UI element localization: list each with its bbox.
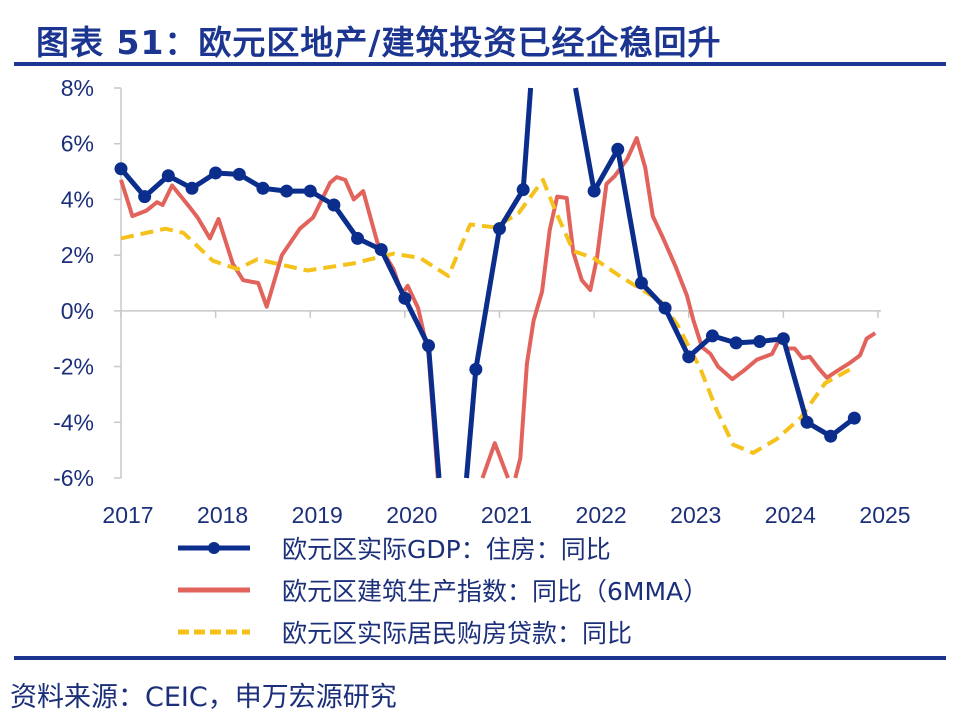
gdp-data-point — [138, 190, 152, 204]
legend-label-construction: 欧元区建筑生产指数：同比（6MMA） — [282, 577, 709, 606]
legend-label-loans: 欧元区实际居民购房贷款：同比 — [282, 619, 633, 648]
y-tick-label: -6% — [53, 465, 94, 491]
legend-swatch-gdp-icon — [178, 542, 250, 554]
x-tick-label: 2025 — [859, 502, 910, 528]
series-group — [114, 87, 877, 479]
gdp-data-point — [800, 415, 814, 429]
gdp-data-point — [705, 329, 719, 343]
gdp-data-point — [374, 243, 388, 257]
series-line-0 — [119, 87, 856, 479]
gdp-data-point — [682, 350, 696, 364]
gdp-data-point — [114, 162, 128, 176]
chart-title: 图表 51：欧元区地产/建筑投资已经企稳回升 — [36, 23, 722, 62]
y-tick-label: 4% — [61, 186, 94, 212]
y-tick-label: 0% — [61, 298, 94, 324]
gdp-data-point — [232, 167, 246, 181]
legend-swatch-construction-icon — [178, 587, 250, 593]
x-tick-label: 2024 — [765, 502, 816, 528]
gdp-data-point — [327, 198, 341, 212]
gdp-data-point — [398, 291, 412, 305]
x-tick-label: 2023 — [670, 502, 721, 528]
series-line-1 — [119, 136, 877, 479]
gdp-data-point — [729, 336, 743, 350]
y-tick-label: 6% — [61, 131, 94, 157]
gdp-data-point — [587, 184, 601, 198]
legend-swatch-loans-icon — [178, 629, 250, 635]
gdp-data-point — [256, 181, 270, 195]
gdp-data-point — [422, 339, 436, 353]
legend-label-gdp: 欧元区实际GDP：住房：同比 — [282, 535, 611, 564]
x-tick-label: 2017 — [102, 502, 153, 528]
gdp-data-point — [847, 411, 861, 425]
gdp-data-point — [209, 166, 223, 180]
gdp-data-point — [303, 184, 317, 198]
legend-item-gdp: 欧元区实际GDP：住房：同比 — [176, 531, 611, 565]
series-line-2 — [120, 177, 854, 455]
gdp-data-point — [824, 429, 838, 443]
gdp-data-point — [351, 231, 365, 245]
gdp-data-point — [185, 181, 199, 195]
gdp-data-point — [161, 169, 175, 183]
gdp-data-point — [516, 183, 530, 197]
gdp-data-point — [280, 184, 294, 198]
title-divider — [14, 62, 946, 66]
y-tick-label: 2% — [61, 242, 94, 268]
x-tick-label: 2018 — [197, 502, 248, 528]
y-tick-label: -4% — [53, 409, 94, 435]
x-tick-label: 2020 — [386, 502, 437, 528]
y-tick-label: -2% — [53, 354, 94, 380]
legend-item-construction: 欧元区建筑生产指数：同比（6MMA） — [176, 573, 708, 607]
gdp-data-point — [776, 332, 790, 346]
axes — [114, 87, 881, 479]
gdp-data-point — [658, 301, 672, 315]
x-tick-label: 2019 — [292, 502, 343, 528]
legend-item-loans: 欧元区实际居民购房贷款：同比 — [176, 615, 632, 649]
x-tick-label: 2022 — [576, 502, 627, 528]
source-divider — [14, 656, 946, 660]
gdp-data-point — [753, 335, 767, 348]
source-note: 资料来源：CEIC，申万宏源研究 — [10, 682, 397, 713]
gdp-data-point — [493, 222, 506, 236]
gdp-data-point — [634, 276, 648, 290]
gdp-data-point — [469, 362, 483, 376]
y-tick-label: 8% — [61, 75, 94, 101]
x-tick-label: 2021 — [481, 502, 532, 528]
tick-labels: 8% 6% 4% 2% 0% -2% -4% -6% 2017 2018 2019 2020 2021 2… — [53, 75, 910, 528]
gdp-data-point — [611, 142, 625, 156]
